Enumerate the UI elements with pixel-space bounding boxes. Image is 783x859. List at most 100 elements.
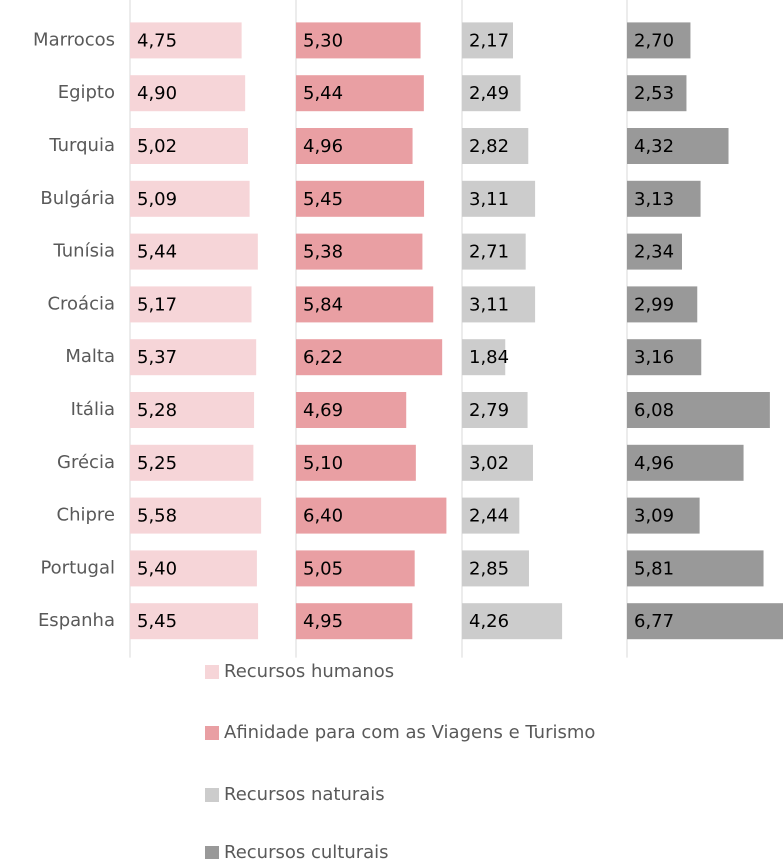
data-label: 2,17 bbox=[469, 30, 509, 51]
category-label: Egipto bbox=[58, 82, 115, 103]
data-label: 4,96 bbox=[303, 136, 343, 157]
bar bbox=[627, 286, 698, 323]
legend-swatch bbox=[205, 665, 219, 679]
bar bbox=[462, 128, 529, 164]
bar bbox=[462, 392, 528, 428]
data-label: 2,44 bbox=[469, 506, 509, 527]
legend-label: Afinidade para com as Viagens e Turismo bbox=[224, 722, 595, 743]
category-label: Malta bbox=[65, 346, 115, 367]
bar bbox=[462, 339, 506, 376]
bar bbox=[130, 339, 257, 376]
bar bbox=[130, 550, 257, 587]
data-label: 5,38 bbox=[303, 242, 343, 263]
legend-label: Recursos humanos bbox=[224, 661, 394, 682]
bar bbox=[627, 603, 783, 640]
bar bbox=[296, 339, 443, 376]
category-label: Grécia bbox=[57, 452, 115, 473]
bar bbox=[462, 180, 536, 217]
data-label: 3,09 bbox=[634, 506, 674, 527]
data-label: 2,82 bbox=[469, 136, 509, 157]
legend-swatch bbox=[205, 788, 219, 802]
category-label: Portugal bbox=[40, 557, 115, 578]
data-label: 3,02 bbox=[469, 453, 509, 474]
bar bbox=[462, 22, 513, 59]
bar bbox=[296, 603, 413, 640]
data-label: 4,26 bbox=[469, 611, 509, 632]
bar bbox=[130, 180, 250, 217]
bar bbox=[296, 444, 416, 481]
bar bbox=[130, 444, 254, 481]
bar bbox=[130, 497, 262, 534]
bar bbox=[296, 392, 407, 428]
data-label: 4,75 bbox=[137, 30, 177, 51]
data-label: 1,84 bbox=[469, 347, 509, 368]
data-label: 5,30 bbox=[303, 30, 343, 51]
bar bbox=[462, 233, 526, 270]
data-label: 5,25 bbox=[137, 453, 177, 474]
bar bbox=[627, 339, 702, 376]
bar bbox=[627, 550, 764, 587]
bar bbox=[627, 497, 700, 534]
data-label: 5,45 bbox=[303, 189, 343, 210]
bar bbox=[296, 180, 425, 217]
data-label: 2,34 bbox=[634, 242, 674, 263]
data-label: 5,44 bbox=[137, 242, 177, 263]
bar bbox=[296, 286, 434, 323]
bar bbox=[627, 392, 770, 428]
data-label: 5,37 bbox=[137, 347, 177, 368]
data-label: 2,49 bbox=[469, 83, 509, 104]
bar bbox=[462, 75, 521, 112]
data-label: 5,02 bbox=[137, 136, 177, 157]
bar bbox=[296, 233, 423, 270]
bar bbox=[627, 128, 729, 164]
data-label: 5,40 bbox=[137, 558, 177, 579]
legend-label: Recursos naturais bbox=[224, 784, 385, 805]
bar bbox=[130, 392, 255, 428]
data-label: 2,79 bbox=[469, 400, 509, 421]
bar bbox=[296, 75, 424, 112]
bar bbox=[296, 497, 447, 534]
data-label: 5,45 bbox=[137, 611, 177, 632]
category-label: Bulgária bbox=[40, 188, 115, 209]
data-label: 4,69 bbox=[303, 400, 343, 421]
bar bbox=[462, 550, 529, 587]
data-label: 4,90 bbox=[137, 83, 177, 104]
data-label: 5,17 bbox=[137, 294, 177, 315]
data-label: 5,28 bbox=[137, 400, 177, 421]
category-label: Itália bbox=[71, 399, 115, 420]
data-label: 4,96 bbox=[634, 453, 674, 474]
category-label: Marrocos bbox=[33, 29, 115, 50]
bar bbox=[462, 444, 533, 481]
bar bbox=[296, 22, 421, 59]
data-label: 6,08 bbox=[634, 400, 674, 421]
bar bbox=[130, 22, 242, 59]
data-label: 3,16 bbox=[634, 347, 674, 368]
bar bbox=[627, 180, 701, 217]
bar bbox=[627, 22, 691, 59]
data-label: 4,95 bbox=[303, 611, 343, 632]
bar bbox=[462, 497, 520, 534]
data-label: 5,44 bbox=[303, 83, 343, 104]
data-label: 5,10 bbox=[303, 453, 343, 474]
category-label: Turquia bbox=[48, 135, 115, 156]
data-label: 2,85 bbox=[469, 558, 509, 579]
legend-label: Recursos culturais bbox=[224, 842, 389, 859]
bar bbox=[296, 550, 415, 587]
bar bbox=[462, 286, 536, 323]
data-label: 2,53 bbox=[634, 83, 674, 104]
legend-swatch bbox=[205, 726, 219, 740]
data-label: 6,40 bbox=[303, 506, 343, 527]
bar bbox=[627, 444, 744, 481]
data-label: 6,77 bbox=[634, 611, 674, 632]
bar bbox=[627, 233, 682, 270]
data-label: 4,32 bbox=[634, 136, 674, 157]
data-label: 2,70 bbox=[634, 30, 674, 51]
bar bbox=[462, 603, 563, 640]
data-label: 5,84 bbox=[303, 294, 343, 315]
data-label: 3,13 bbox=[634, 189, 674, 210]
category-label: Chipre bbox=[57, 505, 115, 526]
data-label: 2,71 bbox=[469, 242, 509, 263]
bar bbox=[627, 75, 687, 112]
bar bbox=[130, 233, 258, 270]
